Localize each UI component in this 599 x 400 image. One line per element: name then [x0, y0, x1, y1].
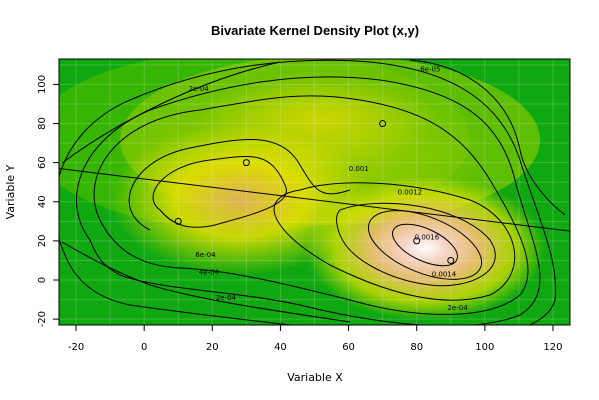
- x-tick-label: 100: [475, 342, 494, 353]
- contour-label: 6e-04: [195, 251, 216, 259]
- contour-label: 4e-04: [199, 269, 220, 277]
- density-band-right: [305, 176, 545, 320]
- x-tick-label: 120: [543, 342, 562, 353]
- x-tick-label: 60: [342, 342, 355, 353]
- x-tick-label: 20: [206, 342, 219, 353]
- data-points: [174, 120, 455, 264]
- y-tick-label: 80: [37, 117, 48, 130]
- heatmap-area: 2e-04 6e-05 0.001 0.0012 0.0016 0.0014 6e-04 4e…: [59, 59, 570, 335]
- x-tick-label: 0: [141, 342, 147, 353]
- y-tick-label: 20: [37, 235, 48, 248]
- x-tick-label: 40: [274, 342, 287, 353]
- contour-label: 0.0012: [398, 189, 423, 197]
- contour-label: 0.0016: [415, 233, 440, 241]
- density-band-left: [110, 125, 370, 275]
- y-tick-label: 100: [37, 75, 48, 94]
- contour-left-1: [128, 139, 351, 231]
- contour-lines: [59, 59, 566, 325]
- chart-title: Bivariate Kernel Density Plot (x,y): [211, 23, 419, 38]
- data-point: [413, 237, 421, 245]
- contour-2e-04-top: [61, 61, 281, 164]
- contour-label: 2e-04: [189, 85, 210, 93]
- y-axis: -20 0 20 40 60 80 100: [37, 75, 59, 327]
- contour-0.0012: [336, 202, 496, 287]
- y-tick-label: 60: [37, 156, 48, 169]
- contour-6e-04: [93, 95, 529, 315]
- x-tick-label: -20: [68, 342, 84, 353]
- y-tick-label: 0: [37, 277, 48, 283]
- x-axis-title: Variable X: [287, 371, 343, 384]
- contour-6e-05-right: [409, 59, 566, 216]
- y-tick-label: 40: [37, 195, 48, 208]
- contour-label-bg: [480, 327, 504, 335]
- contour-0.0014: [367, 210, 483, 280]
- x-tick-label: 80: [410, 342, 423, 353]
- data-point: [242, 159, 250, 167]
- contour-label: 6e-05: [420, 65, 440, 73]
- contour-2e-04: [59, 59, 557, 325]
- data-point: [174, 217, 182, 225]
- contour-label: 2e-04: [216, 294, 237, 302]
- contour-left-inner: [152, 156, 287, 228]
- y-axis-title: Variable Y: [4, 164, 17, 219]
- regression-line: [59, 168, 570, 232]
- plot-frame: [58, 58, 571, 326]
- contour-label: 2e-04: [447, 304, 468, 312]
- data-point: [379, 120, 387, 128]
- contour-0.0016: [392, 223, 458, 267]
- y-tick-label: -20: [37, 311, 48, 327]
- data-point: [447, 256, 455, 264]
- contour-labels: 2e-04 6e-05 0.001 0.0012 0.0016 0.0014 6e-04 4e…: [189, 65, 504, 335]
- contour-0.001: [273, 182, 516, 301]
- contour-label: 0.001: [349, 165, 369, 173]
- x-axis: -20 0 20 40 60 80 100 120: [68, 325, 563, 353]
- contour-label: 0.0014: [432, 271, 457, 279]
- contour-6e-05-bottom: [61, 241, 351, 323]
